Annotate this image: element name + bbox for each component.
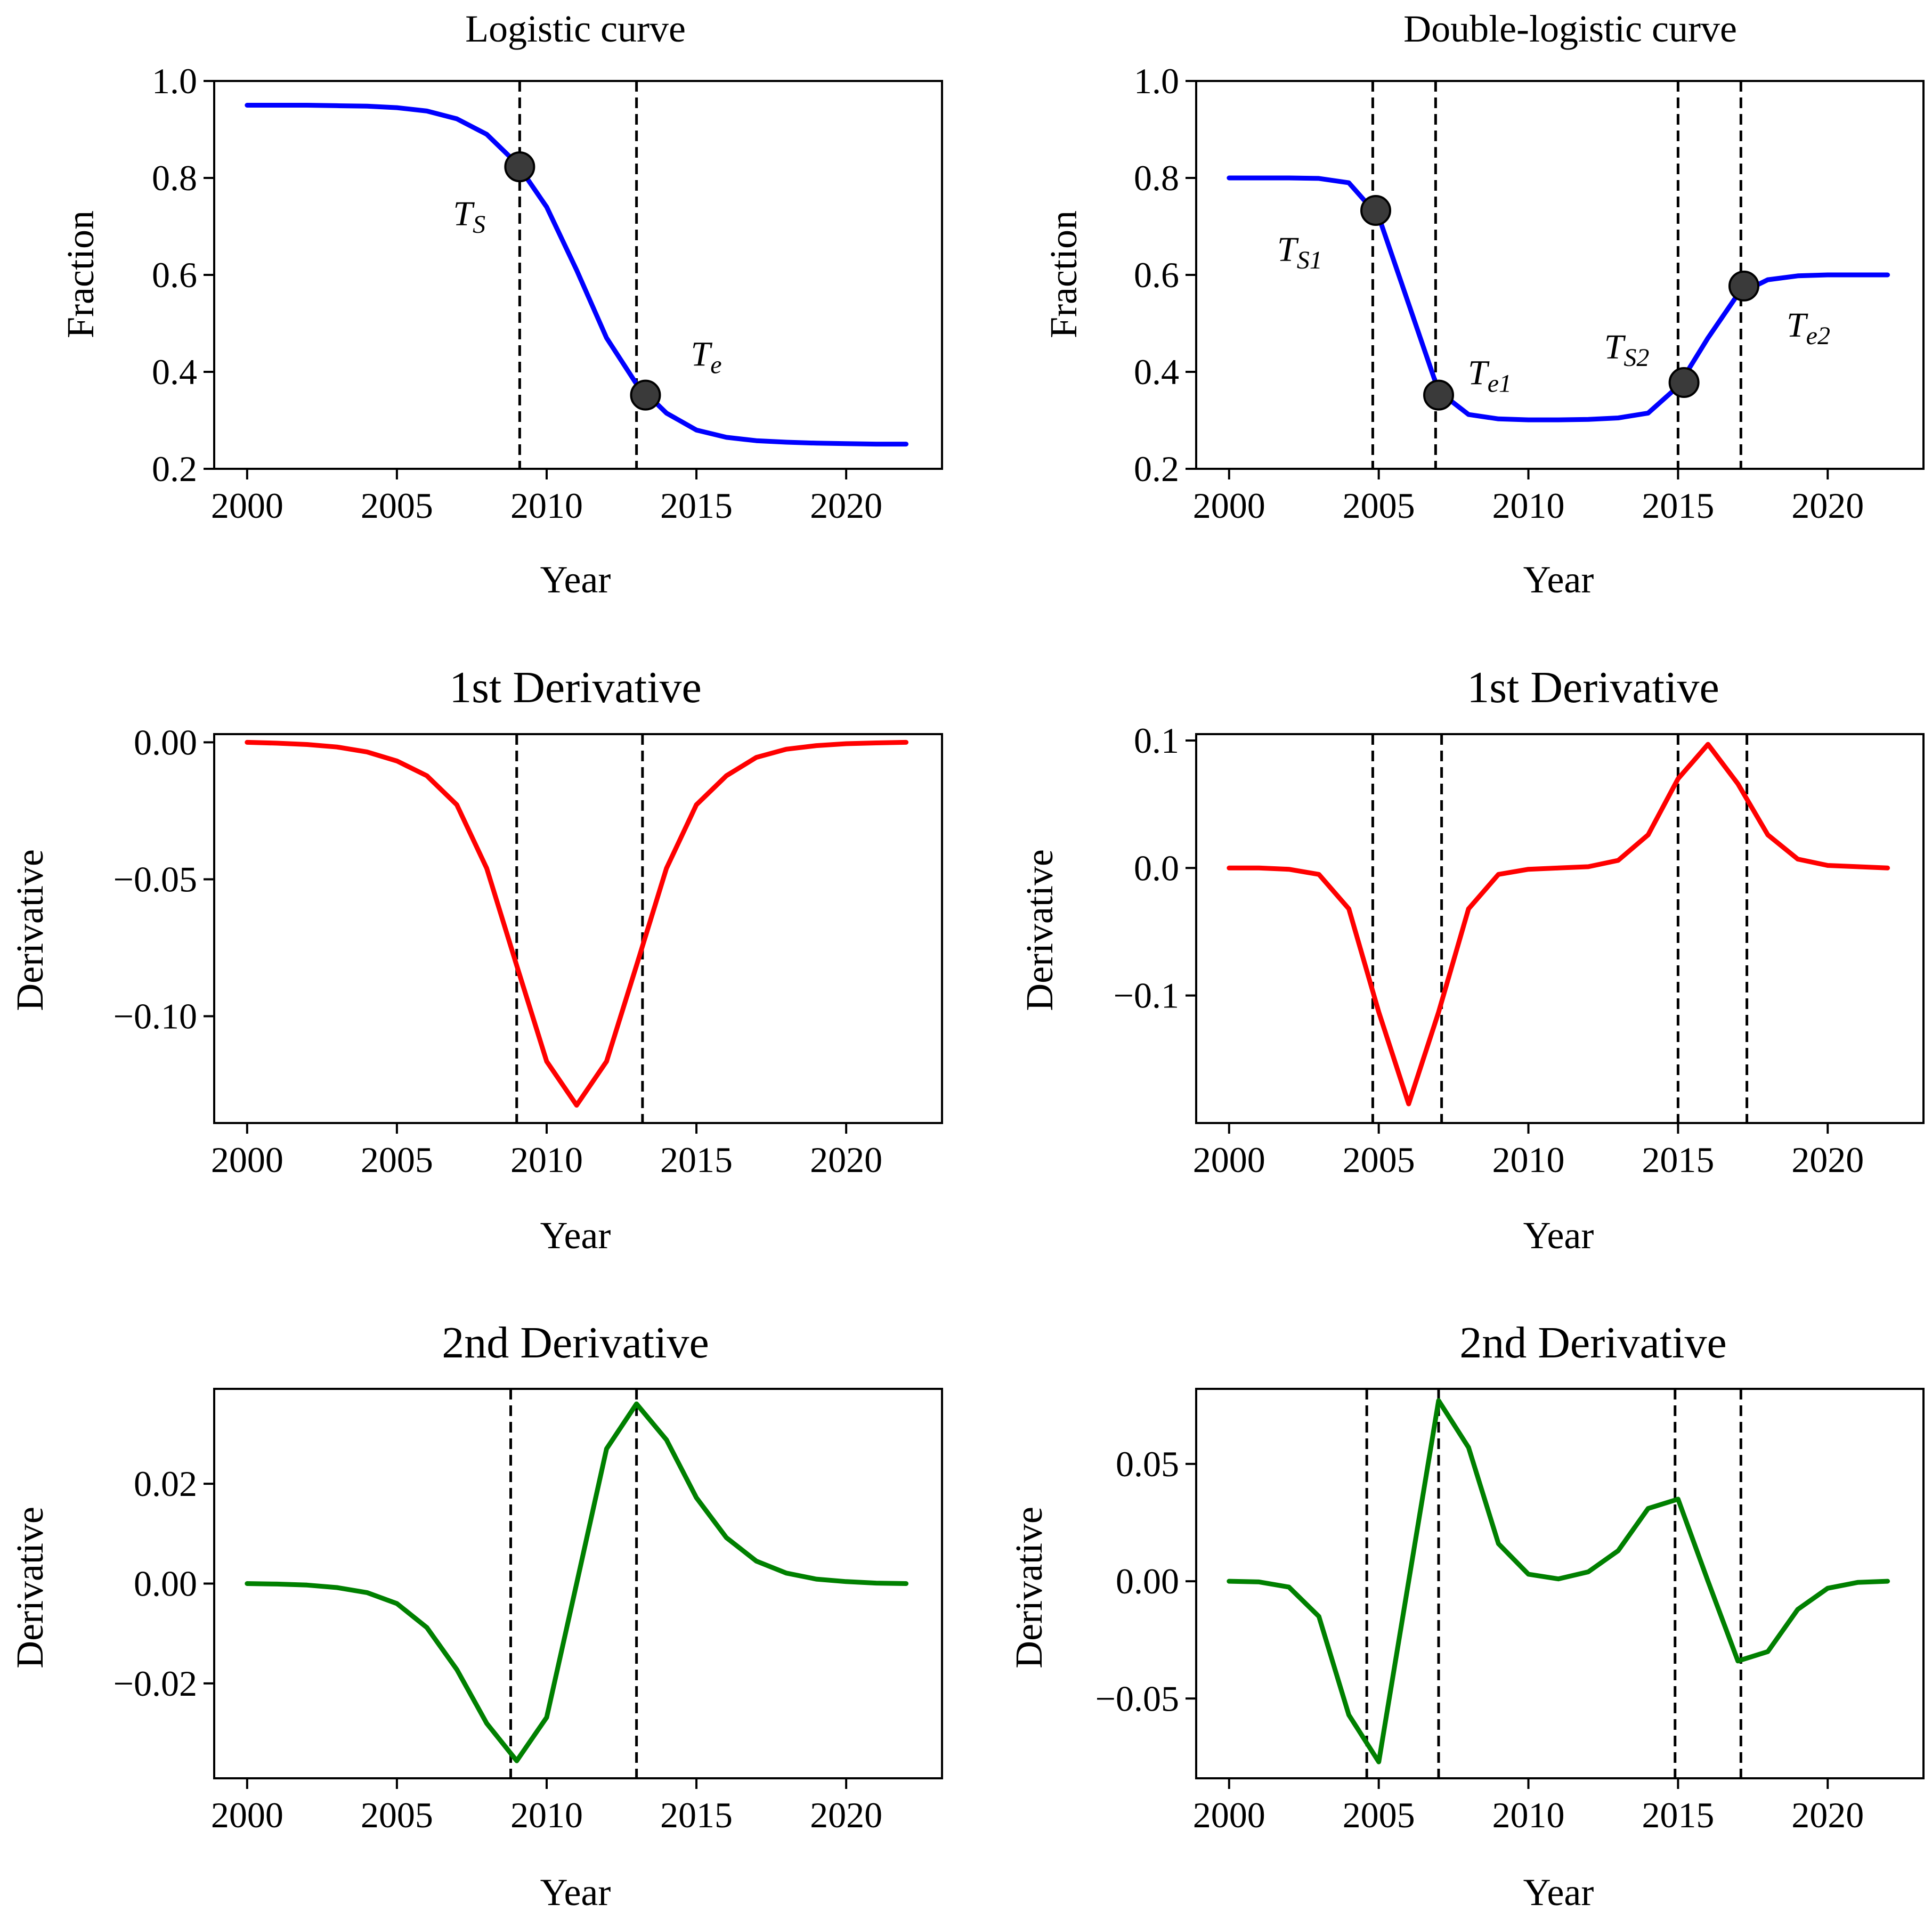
- x-tick-label: 2015: [660, 485, 733, 526]
- transition-point-marker: [1360, 194, 1392, 226]
- x-tick-label: 2015: [660, 1795, 733, 1835]
- x-tick-label: 2015: [1642, 485, 1714, 526]
- x-tick-label: 2020: [1791, 1140, 1864, 1180]
- panel-logistic-second-derivative: 2nd Derivative Year Derivative 2000 2005 2…: [9, 1318, 943, 1914]
- x-tick-label: 2010: [510, 485, 583, 526]
- x-tick-label: 2010: [1492, 485, 1565, 526]
- plot-frame: [213, 733, 943, 1124]
- transition-point-subscript: e: [710, 351, 721, 379]
- y-tick-label: −0.10: [113, 996, 197, 1037]
- plot-frame: [1195, 733, 1925, 1124]
- y-tick-label: 0.00: [1116, 1561, 1179, 1601]
- x-tick-label: 2020: [1791, 1795, 1864, 1835]
- y-tick-label: 0.8: [1134, 158, 1179, 198]
- y-tick-label: −0.1: [1114, 975, 1179, 1016]
- transition-point-marker: [1728, 270, 1759, 302]
- y-axis-label: Derivative: [9, 1507, 51, 1669]
- x-axis-label: Year: [540, 1214, 611, 1257]
- x-axis-label: Year: [540, 558, 611, 601]
- x-tick-label: 2000: [211, 1795, 283, 1835]
- x-tick-label: 2005: [1343, 1140, 1415, 1180]
- x-tick-label: 2005: [1343, 1795, 1415, 1835]
- transition-point-marker: [1423, 379, 1454, 411]
- transition-point-marker: [504, 151, 535, 183]
- x-axis-label: Year: [540, 1871, 611, 1914]
- x-tick-label: 2020: [810, 485, 882, 526]
- y-tick-label: 0.6: [152, 255, 197, 295]
- x-tick-label: 2010: [510, 1795, 583, 1835]
- x-tick-label: 2015: [1642, 1140, 1714, 1180]
- x-axis-label: Year: [1523, 1214, 1594, 1257]
- panel-title: 2nd Derivative: [442, 1318, 709, 1368]
- x-axis-label: Year: [1523, 1871, 1594, 1914]
- y-axis-label: Derivative: [1018, 849, 1061, 1011]
- series-line: [1227, 175, 1890, 422]
- x-axis-label: Year: [1523, 558, 1594, 601]
- series-line: [1227, 742, 1890, 1107]
- x-tick-label: 2020: [1791, 485, 1864, 526]
- panel-title: Double-logistic curve: [1403, 7, 1737, 50]
- transition-point-subscript: e2: [1806, 322, 1830, 350]
- y-tick-label: −0.02: [113, 1663, 197, 1704]
- panel-logistic: Logistic curve Year Fraction 2000 2005 201…: [59, 7, 943, 601]
- x-tick-label: 2000: [1193, 1795, 1265, 1835]
- y-tick-label: 0.00: [134, 722, 197, 762]
- plot-frame: [1195, 1388, 1925, 1779]
- x-tick-label: 2000: [211, 1140, 283, 1180]
- x-tick-label: 2010: [1492, 1140, 1565, 1180]
- transition-point-subscript: e1: [1488, 370, 1512, 398]
- x-tick-label: 2015: [660, 1140, 733, 1180]
- y-tick-label: 0.00: [134, 1564, 197, 1604]
- y-axis-label: Fraction: [59, 210, 102, 338]
- x-tick-label: 2000: [1193, 1140, 1265, 1180]
- series-line: [1227, 1398, 1890, 1764]
- y-axis-label: Derivative: [9, 849, 51, 1011]
- series-line: [245, 103, 908, 447]
- panel-title: 2nd Derivative: [1459, 1318, 1727, 1368]
- x-tick-label: 2005: [361, 1140, 433, 1180]
- panel-title: 1st Derivative: [449, 663, 702, 712]
- transition-point-marker: [630, 379, 661, 411]
- y-tick-label: −0.05: [1095, 1678, 1179, 1719]
- series-line: [245, 1401, 908, 1763]
- y-tick-label: 0.02: [134, 1463, 197, 1504]
- y-tick-label: 0.4: [152, 352, 197, 392]
- panel-logistic-first-derivative: 1st Derivative Year Derivative 2000 2005 2…: [9, 663, 943, 1257]
- y-tick-label: 1.0: [152, 61, 197, 101]
- y-axis-label: Fraction: [1042, 210, 1085, 338]
- x-tick-label: 2015: [1642, 1795, 1714, 1835]
- x-tick-label: 2000: [1193, 485, 1265, 526]
- x-tick-label: 2005: [361, 485, 433, 526]
- y-tick-label: 0.2: [1134, 449, 1179, 489]
- x-tick-label: 2010: [510, 1140, 583, 1180]
- y-tick-label: 0.6: [1134, 255, 1179, 295]
- y-tick-label: 1.0: [1134, 61, 1179, 101]
- y-tick-label: 0.4: [1134, 352, 1179, 392]
- transition-point-subscript: S: [473, 210, 485, 239]
- series-line: [245, 739, 908, 1108]
- y-tick-label: 0.2: [152, 449, 197, 489]
- transition-point-marker: [1668, 367, 1700, 398]
- panel-title: 1st Derivative: [1467, 663, 1719, 712]
- transition-point-subscript: S1: [1297, 246, 1322, 274]
- y-tick-label: 0.1: [1134, 720, 1179, 761]
- y-tick-label: 0.05: [1116, 1444, 1179, 1484]
- y-tick-label: −0.05: [113, 859, 197, 899]
- x-tick-label: 2020: [810, 1140, 882, 1180]
- transition-point-subscript: S2: [1623, 344, 1649, 372]
- panel-title: Logistic curve: [465, 7, 686, 50]
- x-tick-label: 2005: [361, 1795, 433, 1835]
- panel-double-logistic-second-derivative: 2nd Derivative Year Derivative 2000 2005 2…: [1008, 1318, 1925, 1914]
- x-tick-label: 2005: [1343, 485, 1415, 526]
- y-axis-label: Derivative: [1008, 1507, 1050, 1669]
- y-tick-label: 0.0: [1134, 848, 1179, 888]
- y-tick-label: 0.8: [152, 158, 197, 198]
- x-tick-label: 2000: [211, 485, 283, 526]
- panel-double-logistic-first-derivative: 1st Derivative Year Derivative 2000 2005 2…: [1018, 663, 1925, 1257]
- x-tick-label: 2010: [1492, 1795, 1565, 1835]
- x-tick-label: 2020: [810, 1795, 882, 1835]
